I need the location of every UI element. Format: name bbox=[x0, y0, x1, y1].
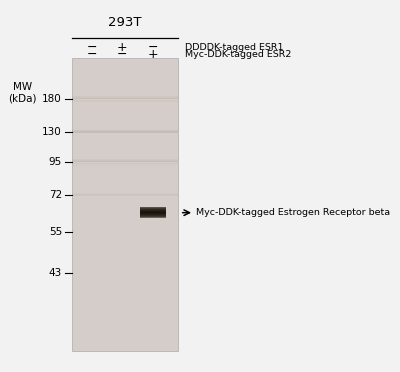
Bar bbox=[72, 97, 178, 98]
Bar bbox=[140, 215, 166, 216]
Bar bbox=[72, 101, 178, 102]
Bar bbox=[72, 102, 178, 103]
Text: +: + bbox=[148, 48, 158, 61]
Bar bbox=[140, 208, 166, 209]
Bar bbox=[72, 127, 178, 128]
Text: −: − bbox=[116, 48, 127, 61]
Bar bbox=[140, 209, 166, 210]
Bar bbox=[72, 136, 178, 137]
Bar bbox=[72, 193, 178, 194]
Bar bbox=[140, 210, 166, 211]
Text: Myc-DDK-tagged ESR2: Myc-DDK-tagged ESR2 bbox=[185, 50, 291, 59]
Bar bbox=[72, 198, 178, 199]
Text: 55: 55 bbox=[49, 227, 62, 237]
Text: 43: 43 bbox=[49, 268, 62, 278]
Bar bbox=[72, 165, 178, 166]
Bar bbox=[72, 190, 178, 191]
Bar bbox=[72, 163, 178, 164]
Text: DDDDK-tagged ESR1: DDDDK-tagged ESR1 bbox=[185, 42, 283, 51]
Text: −: − bbox=[87, 41, 97, 54]
Bar bbox=[72, 164, 178, 165]
Bar bbox=[72, 133, 178, 134]
Bar bbox=[140, 215, 166, 216]
Bar bbox=[140, 212, 166, 213]
Bar bbox=[140, 212, 166, 213]
Bar bbox=[140, 213, 166, 214]
Bar bbox=[72, 131, 178, 132]
Bar bbox=[72, 159, 178, 160]
Bar bbox=[140, 216, 166, 217]
Bar bbox=[72, 132, 178, 133]
Bar bbox=[72, 96, 178, 97]
Bar bbox=[140, 207, 166, 208]
Text: MW
(kDa): MW (kDa) bbox=[8, 82, 36, 104]
Text: 180: 180 bbox=[42, 94, 62, 104]
Text: −: − bbox=[148, 41, 158, 54]
Bar bbox=[140, 211, 166, 212]
Bar bbox=[140, 210, 166, 211]
Bar bbox=[140, 207, 166, 208]
Bar bbox=[140, 209, 166, 210]
Bar bbox=[72, 58, 178, 351]
Bar bbox=[140, 213, 166, 214]
Bar bbox=[72, 160, 178, 161]
Bar bbox=[140, 206, 166, 207]
Text: −: − bbox=[87, 48, 97, 61]
Bar bbox=[72, 158, 178, 159]
Bar bbox=[72, 128, 178, 129]
Text: Myc-DDK-tagged Estrogen Receptor beta: Myc-DDK-tagged Estrogen Receptor beta bbox=[196, 208, 390, 217]
Bar bbox=[140, 217, 166, 218]
Bar bbox=[140, 211, 166, 212]
Text: +: + bbox=[116, 41, 127, 54]
Bar bbox=[140, 217, 166, 218]
Bar bbox=[140, 208, 166, 209]
Bar bbox=[72, 191, 178, 192]
Bar bbox=[72, 199, 178, 200]
Bar bbox=[72, 135, 178, 136]
Bar bbox=[72, 195, 178, 196]
Text: 95: 95 bbox=[49, 157, 62, 167]
Bar bbox=[72, 98, 178, 99]
Text: 72: 72 bbox=[49, 190, 62, 200]
Bar bbox=[140, 214, 166, 215]
Bar bbox=[72, 100, 178, 101]
Bar bbox=[140, 214, 166, 215]
Bar bbox=[72, 194, 178, 195]
Bar bbox=[140, 216, 166, 217]
Text: 130: 130 bbox=[42, 127, 62, 137]
Text: 293T: 293T bbox=[108, 16, 142, 29]
